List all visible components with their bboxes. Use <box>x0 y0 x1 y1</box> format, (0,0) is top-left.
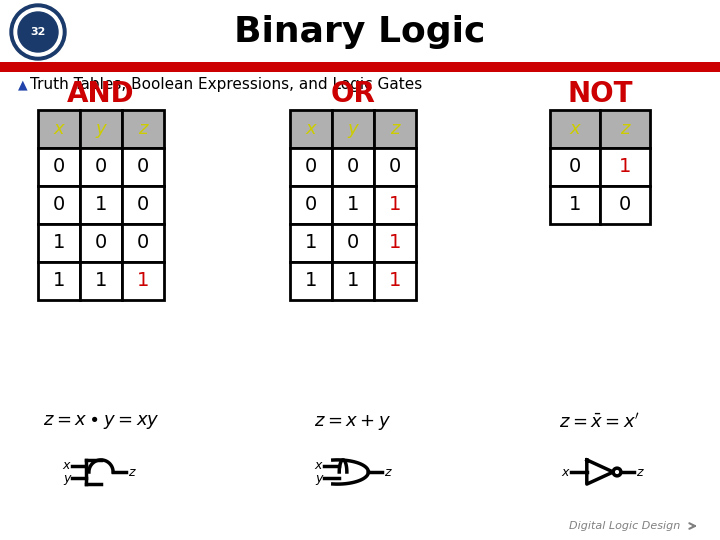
Text: 1: 1 <box>305 272 318 291</box>
Text: $z = \bar{x} = x'$: $z = \bar{x} = x'$ <box>559 413 641 431</box>
Text: z: z <box>384 465 390 478</box>
Text: 1: 1 <box>137 272 149 291</box>
Text: y: y <box>348 120 359 138</box>
Text: ▲: ▲ <box>18 78 27 91</box>
Text: z: z <box>636 465 643 478</box>
Bar <box>600 110 650 148</box>
Text: OR: OR <box>330 80 375 108</box>
Bar <box>550 110 600 148</box>
Text: z: z <box>390 120 400 138</box>
Text: 0: 0 <box>95 233 107 253</box>
Text: y: y <box>96 120 107 138</box>
Bar <box>80 262 122 300</box>
Text: 0: 0 <box>137 195 149 214</box>
Bar <box>374 224 416 262</box>
Text: 1: 1 <box>347 272 359 291</box>
Bar <box>332 186 374 224</box>
Bar <box>332 148 374 186</box>
Text: 0: 0 <box>347 233 359 253</box>
Text: 1: 1 <box>389 233 401 253</box>
Bar <box>38 262 80 300</box>
Text: z: z <box>128 465 135 478</box>
Text: 0: 0 <box>305 195 317 214</box>
Text: 1: 1 <box>53 272 66 291</box>
Text: 0: 0 <box>53 195 65 214</box>
Text: x: x <box>306 120 316 138</box>
Text: y: y <box>63 471 70 484</box>
Bar <box>332 224 374 262</box>
Circle shape <box>18 12 58 52</box>
Bar <box>600 148 650 186</box>
Bar <box>38 186 80 224</box>
Bar <box>374 110 416 148</box>
Text: z: z <box>138 120 148 138</box>
Bar <box>332 262 374 300</box>
Text: x: x <box>63 460 70 472</box>
Bar <box>332 110 374 148</box>
Bar <box>290 224 332 262</box>
Text: 1: 1 <box>389 195 401 214</box>
Bar <box>80 148 122 186</box>
Bar <box>290 110 332 148</box>
Bar <box>374 148 416 186</box>
Text: 1: 1 <box>305 233 318 253</box>
Text: 32: 32 <box>30 27 45 37</box>
Text: 1: 1 <box>53 233 66 253</box>
Text: 1: 1 <box>618 158 631 177</box>
Text: 0: 0 <box>305 158 317 177</box>
Bar <box>80 186 122 224</box>
Text: AND: AND <box>67 80 135 108</box>
Text: 0: 0 <box>137 158 149 177</box>
Text: Truth Tables, Boolean Expressions, and Logic Gates: Truth Tables, Boolean Expressions, and L… <box>30 78 422 92</box>
Bar <box>80 110 122 148</box>
Bar <box>550 148 600 186</box>
Text: y: y <box>315 471 323 484</box>
Bar <box>122 110 164 148</box>
Bar <box>374 186 416 224</box>
Text: x: x <box>562 465 570 478</box>
Bar <box>290 186 332 224</box>
Bar <box>550 186 600 224</box>
Bar <box>38 148 80 186</box>
Text: 0: 0 <box>53 158 65 177</box>
Bar <box>0 62 720 72</box>
Text: 1: 1 <box>389 272 401 291</box>
Bar <box>38 110 80 148</box>
Bar <box>374 262 416 300</box>
Circle shape <box>14 8 62 56</box>
Text: 1: 1 <box>95 195 107 214</box>
Text: 1: 1 <box>569 195 581 214</box>
Text: 0: 0 <box>347 158 359 177</box>
Text: 0: 0 <box>619 195 631 214</box>
Text: z: z <box>620 120 630 138</box>
Text: 0: 0 <box>95 158 107 177</box>
Bar <box>290 262 332 300</box>
Text: x: x <box>570 120 580 138</box>
Bar <box>600 186 650 224</box>
Circle shape <box>10 4 66 60</box>
Text: $z = x \bullet y = xy$: $z = x \bullet y = xy$ <box>42 413 159 431</box>
Text: Binary Logic: Binary Logic <box>234 15 486 49</box>
Text: 0: 0 <box>389 158 401 177</box>
Text: 1: 1 <box>347 195 359 214</box>
Bar <box>122 262 164 300</box>
Bar <box>290 148 332 186</box>
Text: 1: 1 <box>95 272 107 291</box>
Text: x: x <box>315 460 323 472</box>
Bar <box>80 224 122 262</box>
Text: $z = x + y$: $z = x + y$ <box>315 413 392 431</box>
Text: 0: 0 <box>569 158 581 177</box>
Text: NOT: NOT <box>567 80 633 108</box>
Bar <box>38 224 80 262</box>
Text: 0: 0 <box>137 233 149 253</box>
Bar <box>122 224 164 262</box>
Text: x: x <box>54 120 64 138</box>
Text: Digital Logic Design: Digital Logic Design <box>569 521 680 531</box>
Bar <box>122 186 164 224</box>
Bar <box>122 148 164 186</box>
